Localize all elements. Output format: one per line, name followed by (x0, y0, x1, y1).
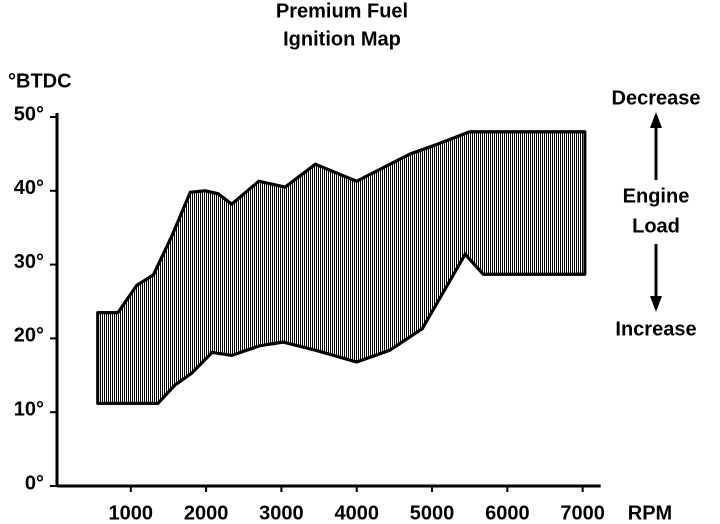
x-tick-label: 3000 (259, 502, 304, 524)
annotation: Engine (623, 185, 690, 207)
annotation: Increase (615, 318, 696, 340)
y-tick-label: 40° (14, 177, 44, 199)
arrow-head (650, 112, 662, 128)
chart-title: Premium Fuel (276, 0, 408, 22)
arrow-head (650, 296, 662, 312)
y-tick-label: 10° (14, 398, 44, 420)
band-fill (96, 130, 587, 405)
y-tick-label: 20° (14, 325, 44, 347)
annotation: Load (632, 215, 680, 237)
x-tick-label: 6000 (485, 502, 530, 524)
band-edge (97, 251, 585, 405)
y-tick-label: 50° (14, 103, 44, 125)
annotation: Decrease (612, 87, 701, 109)
x-axis-label: RPM (628, 502, 672, 524)
x-tick-label: 5000 (410, 502, 455, 524)
y-tick-label: 30° (14, 251, 44, 273)
x-tick-label: 7000 (560, 502, 605, 524)
chart-title: Ignition Map (283, 28, 401, 50)
band-edge (97, 130, 585, 315)
y-axis-label: °BTDC (8, 70, 72, 92)
x-tick-label: 1000 (109, 502, 154, 524)
x-tick-label: 2000 (184, 502, 229, 524)
y-tick-label: 0° (25, 472, 44, 494)
x-tick-label: 4000 (334, 502, 379, 524)
